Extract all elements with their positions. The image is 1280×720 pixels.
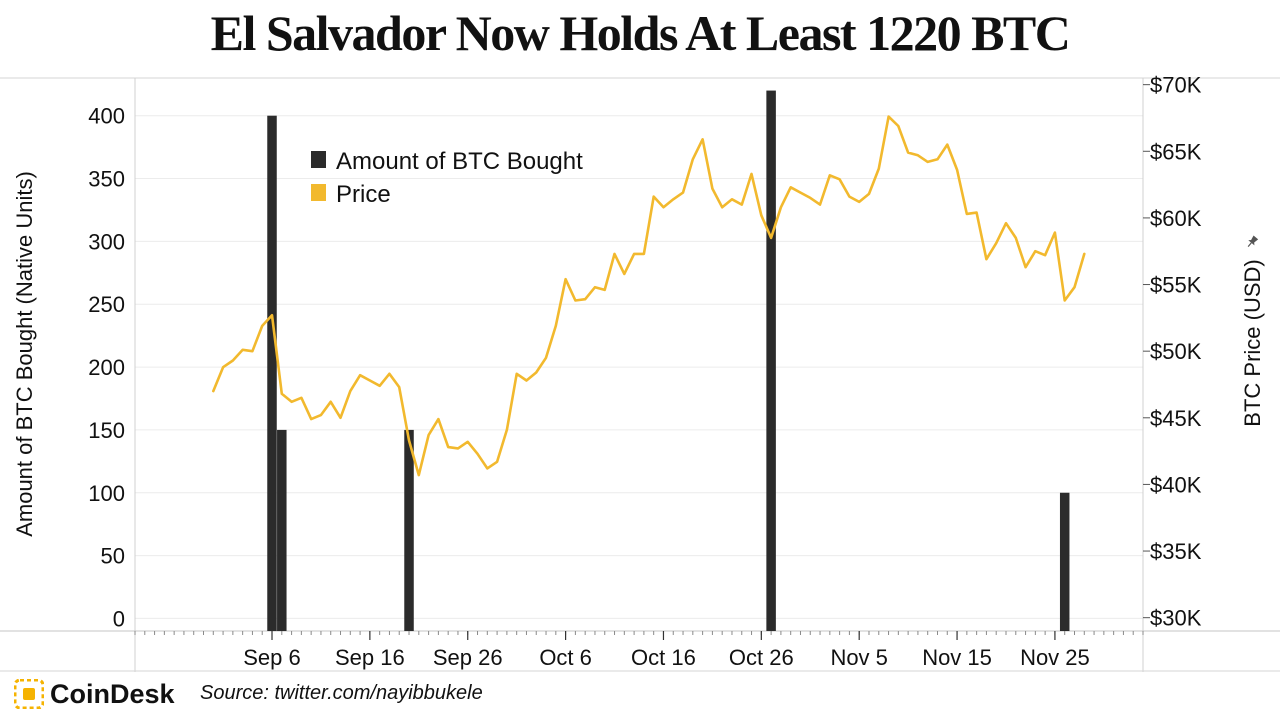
left-y-tick-label: 350 (88, 167, 125, 192)
bar (267, 115, 277, 632)
right-y-tick-label: $40K (1150, 472, 1202, 497)
left-y-tick-label: 200 (88, 355, 125, 380)
bar (404, 429, 414, 631)
grid-lines (135, 115, 1143, 619)
brand: CoinDesk (14, 678, 175, 710)
left-y-axis: 0 50 100 150 200 250 300 350 400 (88, 104, 125, 632)
price-line (212, 115, 1086, 477)
right-y-tick-label: $70K (1150, 73, 1202, 98)
left-y-tick-label: 400 (88, 104, 125, 129)
plot-frame (0, 77, 1280, 672)
x-tick-label: Sep 26 (433, 645, 503, 670)
left-y-tick-label: 300 (88, 229, 125, 254)
left-y-tick-label: 0 (113, 606, 125, 631)
right-y-tick-label: $50K (1150, 339, 1202, 364)
bar (1059, 492, 1070, 631)
right-y-axis-title: BTC Price (USD) (1240, 259, 1265, 426)
right-y-tick-label: $35K (1150, 539, 1202, 564)
chart-title: El Salvador Now Holds At Least 1220 BTC (210, 5, 1071, 61)
left-y-tick-label: 250 (88, 292, 125, 317)
x-tick-label: Oct 16 (631, 645, 696, 670)
right-y-axis: $30K $35K $40K $45K $50K $55K $60K $65K $70K (1143, 73, 1202, 631)
right-y-tick-label: $55K (1150, 273, 1202, 298)
right-y-tick-label: $45K (1150, 406, 1202, 431)
bar (766, 90, 776, 632)
legend-swatch-price (311, 184, 326, 201)
chart-area: 0 50 100 150 200 250 300 350 400 $30K $35K $40K $45… (0, 73, 1280, 672)
price-series (212, 115, 1086, 477)
x-tick-label: Oct 6 (539, 645, 592, 670)
legend-label-price: Price (336, 181, 391, 208)
right-y-tick-label: $60K (1150, 206, 1202, 231)
legend-swatch-bars (311, 151, 326, 168)
bar-series (267, 90, 1070, 632)
right-y-tick-label: $30K (1150, 606, 1202, 631)
left-y-tick-label: 150 (88, 418, 125, 443)
left-y-axis-title: Amount of BTC Bought (Native Units) (12, 171, 37, 537)
x-tick-label: Nov 15 (922, 645, 992, 670)
pin-icon (1247, 235, 1259, 247)
x-tick-label: Nov 5 (830, 645, 887, 670)
footer: CoinDesk Source: twitter.com/nayibbukele (0, 672, 1280, 720)
left-y-tick-label: 100 (88, 481, 125, 506)
legend-label-bars: Amount of BTC Bought (336, 148, 583, 175)
source-note: Source: twitter.com/nayibbukele (200, 682, 483, 704)
x-tick-label: Sep 16 (335, 645, 405, 670)
bar (277, 429, 287, 631)
legend: Amount of BTC Bought Price (311, 148, 583, 208)
brand-name: CoinDesk (50, 678, 175, 709)
x-tick-label: Oct 26 (729, 645, 794, 670)
coindesk-logo-icon (14, 679, 44, 709)
x-tick-label: Nov 25 (1020, 645, 1090, 670)
x-tick-label: Sep 6 (243, 645, 301, 670)
x-axis: Sep 6 Sep 16 Sep 26 Oct 6 Oct 16 Oct 26 Nov 5 N… (134, 631, 1144, 670)
left-y-tick-label: 50 (101, 544, 125, 569)
right-y-tick-label: $65K (1150, 139, 1202, 164)
